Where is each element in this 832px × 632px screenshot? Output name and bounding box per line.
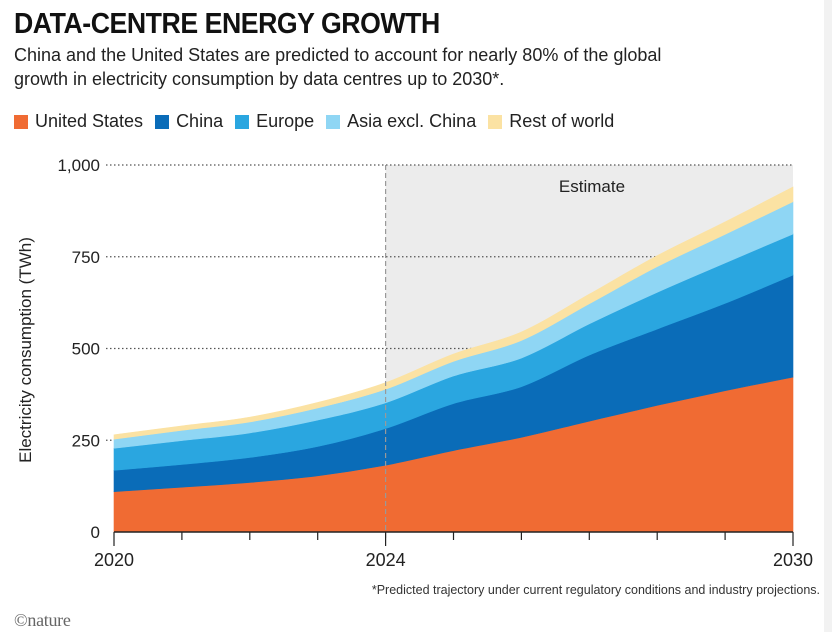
area-rest-of-world <box>113 186 794 440</box>
legend-item-united-states: United States <box>14 111 143 132</box>
legend-swatch-rest-of-world <box>488 114 503 129</box>
legend-swatch-europe <box>235 114 250 129</box>
footnote: *Predicted trajectory under current regu… <box>371 583 820 597</box>
x-tick-label-2024: 2024 <box>366 550 406 570</box>
y-tick-label-1-000: 1,000 <box>57 156 100 175</box>
legend-item-europe: Europe <box>235 111 314 132</box>
x-tick-label-2030: 2030 <box>773 550 813 570</box>
legend: United States China Europe Asia excl. Ch… <box>14 111 626 132</box>
nature-logo: ©nature <box>14 610 71 630</box>
page-edge <box>824 0 832 632</box>
y-tick-label-0: 0 <box>91 523 100 542</box>
x-tick-label-2020: 2020 <box>94 550 134 570</box>
chart-title: DATA-CENTRE ENERGY GROWTH <box>14 8 440 40</box>
legend-label-europe: Europe <box>256 111 315 131</box>
legend-label-united-states: United States <box>35 111 144 131</box>
y-tick-label-750: 750 <box>72 248 100 267</box>
legend-item-china: China <box>155 111 223 132</box>
y-tick-label-500: 500 <box>72 340 100 359</box>
legend-swatch-asia-excl-china <box>326 114 341 129</box>
legend-label-rest-of-world: Rest of world <box>509 111 615 131</box>
legend-swatch-china <box>155 114 170 129</box>
legend-label-china: China <box>176 111 224 131</box>
estimate-label: Estimate <box>559 177 625 196</box>
legend-item-asia-excl-china: Asia excl. China <box>326 111 476 132</box>
legend-item-rest-of-world: Rest of world <box>488 111 614 132</box>
chart-subtitle: China and the United States are predicte… <box>14 45 662 89</box>
y-tick-label-250: 250 <box>72 431 100 450</box>
legend-swatch-united-states <box>14 114 28 129</box>
y-axis-label: Electricity consumption (TWh) <box>16 237 35 463</box>
legend-label-asia-excl-china: Asia excl. China <box>347 111 477 131</box>
